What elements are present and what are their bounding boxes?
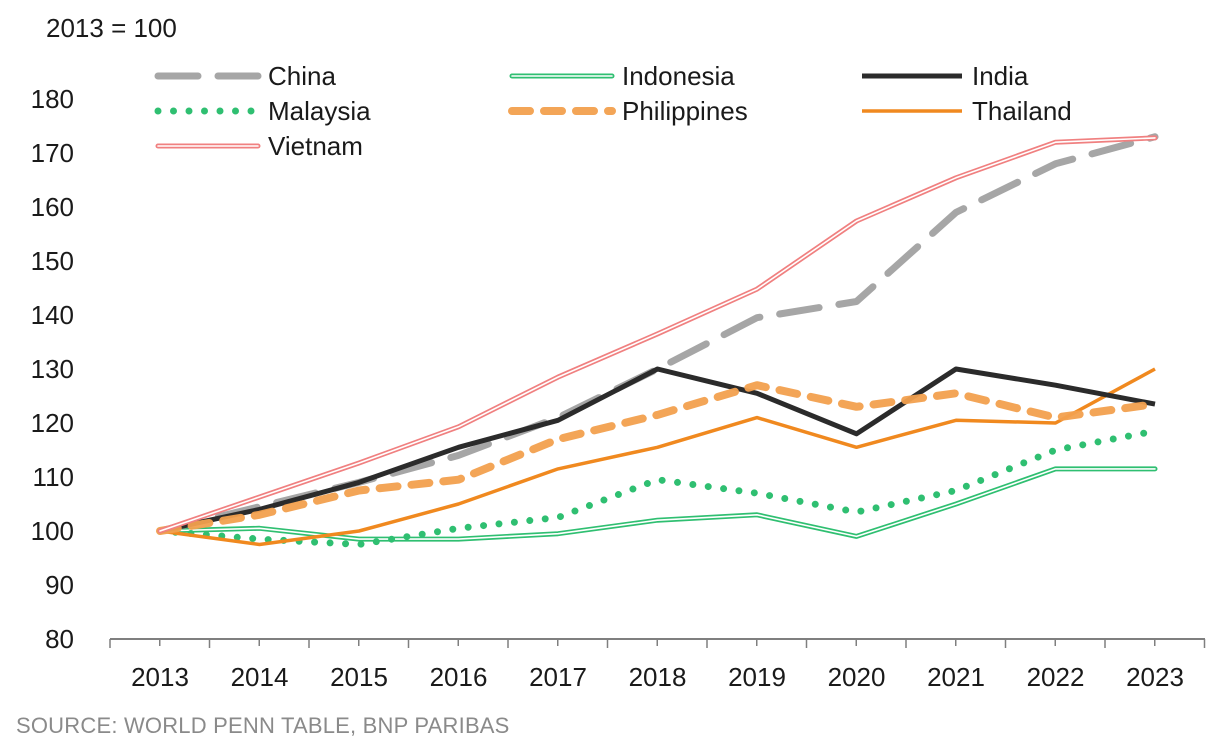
- x-tick-label: 2017: [529, 662, 587, 692]
- x-axis: 2013 2014 2015 2016 2017 2018 2019 2020 2021 2022…: [109, 638, 1206, 692]
- x-tick-label: 2020: [828, 662, 886, 692]
- legend-item-philippines: Philippines: [508, 96, 748, 126]
- series-line-india: [159, 366, 1156, 534]
- x-tick-label: 2013: [131, 662, 189, 692]
- x-tick-label: 2014: [231, 662, 289, 692]
- y-tick-label: 100: [31, 516, 74, 546]
- series-line-philippines: [156, 381, 1159, 535]
- legend-item-vietnam: Vietnam: [155, 131, 363, 161]
- x-tick-label: 2015: [330, 662, 388, 692]
- legend-label: Thailand: [972, 96, 1072, 126]
- legend-item-thailand: Thailand: [862, 96, 1072, 126]
- x-tick-label: 2018: [629, 662, 687, 692]
- y-tick-label: 140: [31, 300, 74, 330]
- y-tick-label: 80: [45, 624, 74, 654]
- legend-label: China: [268, 61, 336, 91]
- legend-item-india: India: [862, 61, 1029, 91]
- y-tick-label: 120: [31, 408, 74, 438]
- legend-label: Vietnam: [268, 131, 363, 161]
- legend-item-china: China: [154, 61, 336, 91]
- y-tick-label: 150: [31, 246, 74, 276]
- series-line-vietnam: [157, 135, 1158, 534]
- legend-label: Philippines: [622, 96, 748, 126]
- chart-subtitle: 2013 = 100: [46, 13, 177, 43]
- x-tick-label: 2019: [728, 662, 786, 692]
- legend: China Indonesia India Malaysia Philippines Th…: [154, 61, 1072, 161]
- x-tick-label: 2022: [1027, 662, 1085, 692]
- legend-label: Malaysia: [268, 96, 371, 126]
- y-tick-label: 90: [45, 570, 74, 600]
- y-tick-label: 130: [31, 354, 74, 384]
- x-tick-label: 2021: [927, 662, 985, 692]
- y-tick-label: 110: [33, 462, 74, 492]
- y-axis: 80 90 100 110 120 130 140 150 160 170 180: [31, 84, 74, 654]
- y-tick-label: 180: [31, 84, 74, 114]
- legend-item-indonesia: Indonesia: [509, 61, 735, 91]
- y-tick-label: 160: [31, 192, 74, 222]
- legend-label: Indonesia: [622, 61, 735, 91]
- series-group: [156, 133, 1159, 548]
- legend-label: India: [972, 61, 1029, 91]
- legend-item-malaysia: Malaysia: [154, 96, 371, 126]
- series-line-thailand: [159, 367, 1156, 547]
- y-tick-label: 170: [31, 138, 74, 168]
- series-line-china: [156, 133, 1159, 535]
- x-tick-label: 2023: [1126, 662, 1184, 692]
- source-note: SOURCE: WORLD PENN TABLE, BNP PARIBAS: [16, 713, 510, 738]
- x-tick-label: 2016: [430, 662, 488, 692]
